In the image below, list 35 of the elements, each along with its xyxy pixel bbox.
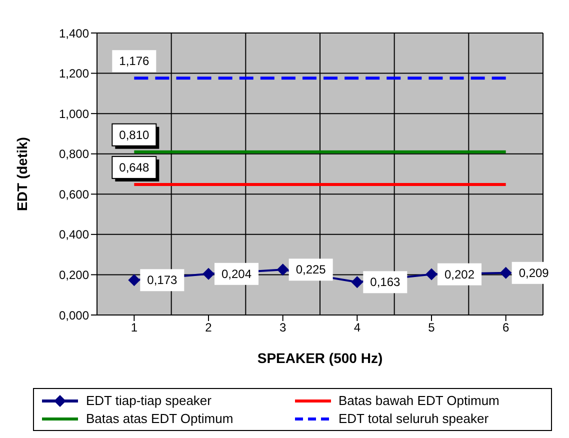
point xyxy=(276,264,289,276)
point xyxy=(202,268,214,280)
y-tick-label: 1,000 xyxy=(58,106,90,121)
legend-label: EDT tiap-tiap speaker xyxy=(86,393,212,408)
point xyxy=(351,276,364,288)
x-tick-label: 4 xyxy=(354,320,361,335)
y-tick-label: 0,800 xyxy=(58,147,90,162)
data-label: 0,810 xyxy=(119,128,150,142)
y-tick-label: 1,200 xyxy=(58,66,90,81)
point xyxy=(500,266,512,279)
y-axis-title: EDT (detik) xyxy=(14,137,30,211)
y-tick-label: 0,400 xyxy=(58,228,90,242)
y-tick-label: 0,200 xyxy=(58,268,90,282)
y-tick-label: 0,600 xyxy=(58,187,90,202)
x-axis-title: SPEAKER (500 Hz) xyxy=(257,350,383,366)
data-label: 0,209 xyxy=(518,266,550,280)
x-tick-label: 3 xyxy=(279,320,286,335)
legend-label: EDT total seluruh speaker xyxy=(338,411,489,426)
legend-label: Batas bawah EDT Optimum xyxy=(338,393,500,408)
data-label: 0,648 xyxy=(119,160,150,174)
x-tick-label: 6 xyxy=(502,320,510,335)
data-label: 0,225 xyxy=(296,262,326,277)
x-tick-label: 5 xyxy=(428,320,436,335)
data-label: 0,204 xyxy=(221,266,252,281)
x-tick-label: 1 xyxy=(130,320,138,335)
legend-label: Batas atas EDT Optimum xyxy=(86,411,234,426)
data-label: 0,173 xyxy=(147,273,178,288)
data-label: 0,202 xyxy=(444,267,475,282)
y-tick-label: 0,000 xyxy=(58,308,90,322)
data-label: 1,176 xyxy=(119,54,150,68)
point xyxy=(426,268,438,280)
x-tick-label: 2 xyxy=(205,320,212,335)
y-tick-label: 1,400 xyxy=(58,26,90,40)
data-label: 0,163 xyxy=(370,275,401,290)
point xyxy=(128,274,140,286)
